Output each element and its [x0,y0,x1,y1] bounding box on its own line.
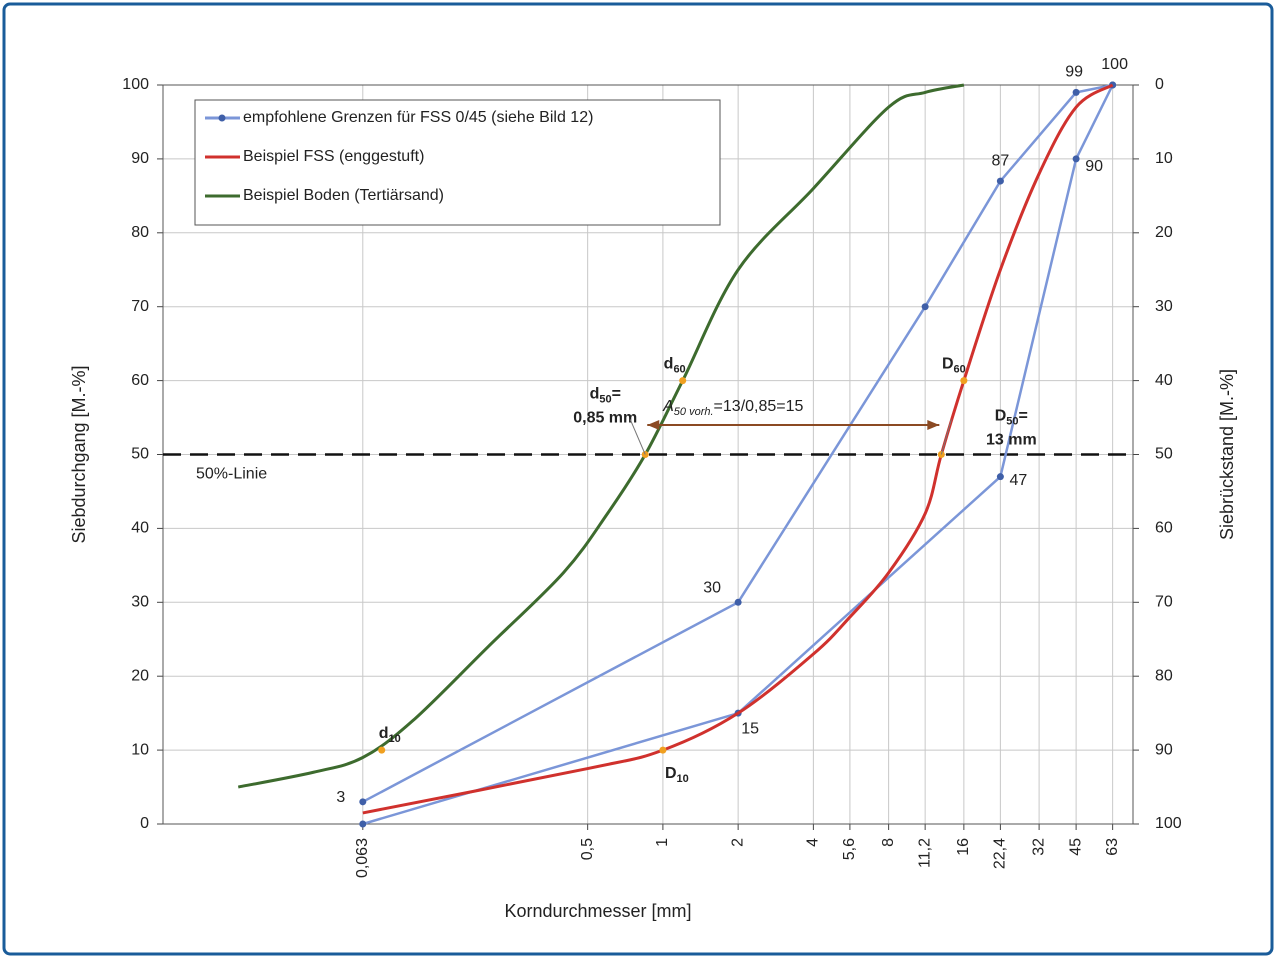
x-tick-label: 4 [805,838,822,847]
annotation-sub: 10 [677,773,689,785]
point [921,303,929,311]
y2-tick-label: 0 [1155,76,1164,93]
y-tick-label: 90 [131,150,149,167]
y-tick-label: 80 [131,224,149,241]
x-tick-label: 5,6 [841,838,858,860]
data-label: 90 [1085,158,1103,175]
arrow-text: =13/0,85=15 [714,398,804,415]
point [359,820,367,828]
annotation-note: 13 mm [986,432,1037,449]
annotation-sub: 50 [599,393,611,405]
point [659,746,667,754]
y2-tick-label: 90 [1155,741,1173,758]
x-tick-label: 45 [1067,838,1084,856]
x-tick-label: 22,4 [992,838,1009,869]
y2-tick-label: 50 [1155,446,1173,463]
data-label: 87 [991,152,1009,169]
arrow-sub: 50 vorh. [674,406,714,418]
data-label: 99 [1065,64,1083,81]
annotation: d50= [590,386,621,406]
annotation: d10 [379,725,401,745]
point [734,598,742,606]
point [359,798,367,806]
annotation-text: D [665,765,677,782]
y2-tick-label: 40 [1155,372,1173,389]
point [996,177,1004,185]
y-tick-label: 20 [131,667,149,684]
legend-label: Beispiel FSS (enggestuft) [243,148,424,165]
x-tick-label: 16 [955,838,972,856]
y-tick-label: 100 [122,76,149,93]
annotation-sub: 10 [388,733,400,745]
y-axis-label: Siebdurchgang [M.-%] [69,365,89,543]
x-tick-label: 11,2 [916,838,933,868]
annotation-sub: 50 [1006,415,1018,427]
data-label: 47 [1009,472,1027,489]
annotation-note: 0,85 mm [573,410,637,427]
point [679,377,687,385]
reference-label: 50%-Linie [196,466,267,483]
x-tick-label: 2 [729,838,746,847]
legend-label: Beispiel Boden (Tertiärsand) [243,187,444,204]
y-tick-label: 10 [131,741,149,758]
y2-tick-label: 60 [1155,520,1173,537]
y-tick-label: 30 [131,594,149,611]
x-axis-label: Korndurchmesser [mm] [504,901,691,921]
point [1072,155,1080,163]
x-tick-label: 32 [1030,838,1047,856]
annotation: D60 [942,356,966,376]
series-line [362,83,1113,803]
x-tick-label: 0,5 [579,838,596,860]
x-tick-label: 8 [880,838,897,847]
series-line [362,83,1114,815]
annotation-sub: 60 [673,364,685,376]
annotation-sub: 60 [954,364,966,376]
series-line [237,83,965,789]
annotation: D50= [995,408,1028,428]
leader [940,419,952,455]
y-tick-label: 40 [131,520,149,537]
data-label: 30 [703,580,721,597]
point [378,746,386,754]
x-tick-label: 63 [1104,838,1121,856]
legend [194,99,721,226]
annotation-text: d [664,356,674,373]
y-tick-label: 60 [131,372,149,389]
data-label: 3 [336,789,345,806]
annotation-text: D [995,408,1007,425]
x-tick-label: 1 [654,838,671,847]
y2-tick-label: 10 [1155,150,1173,167]
arrow-text: A [662,398,674,415]
annotation: d60 [664,356,686,376]
y2-tick-label: 80 [1155,667,1173,684]
arrow-label: A50 vorh.=13/0,85=15 [662,398,803,418]
annotation-text: = [1019,408,1028,425]
annotation: D10 [665,765,689,785]
annotation-text: d [590,386,600,403]
legend-label: empfohlene Grenzen für FSS 0/45 (siehe B… [243,109,593,126]
annotation-text: D [942,356,954,373]
leader [629,419,646,455]
y-tick-label: 70 [131,298,149,315]
x-tick-label: 0,063 [354,838,371,878]
y2-tick-label: 20 [1155,224,1173,241]
y2-axis-label: Siebrückstand [M.-%] [1217,369,1237,540]
data-label: 15 [741,720,759,737]
y2-tick-label: 70 [1155,594,1173,611]
y-tick-label: 50 [131,446,149,463]
y-tick-label: 0 [140,815,149,832]
point [1072,88,1080,96]
legend-marker [218,114,226,122]
y2-tick-label: 100 [1155,815,1182,832]
y2-tick-label: 30 [1155,298,1173,315]
point [996,473,1004,481]
data-label: 100 [1101,56,1128,73]
annotation-text: d [379,725,389,742]
point [960,377,968,385]
annotation-text: = [612,386,621,403]
